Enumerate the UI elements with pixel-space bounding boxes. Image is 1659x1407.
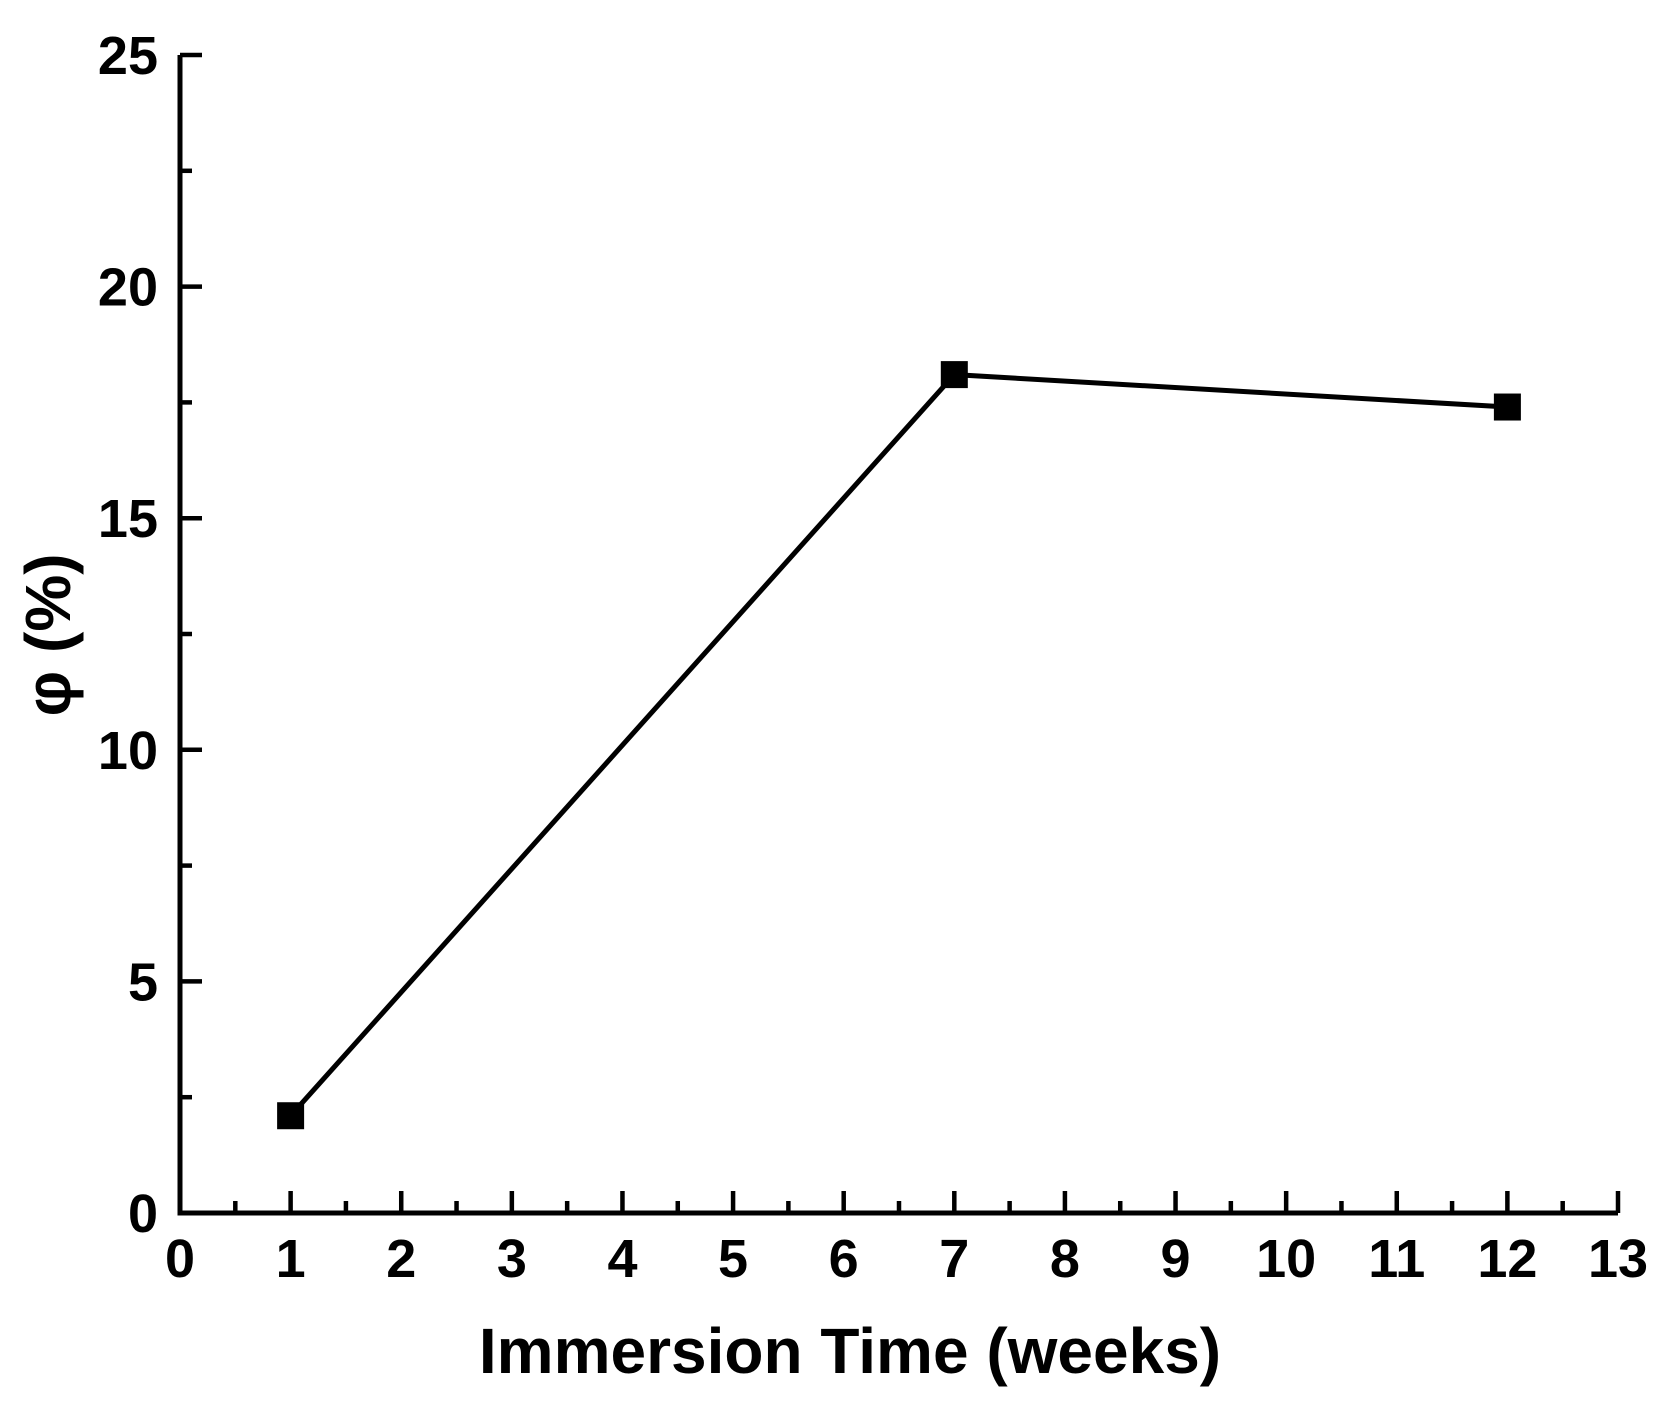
x-tick-label: 12 bbox=[1477, 1229, 1537, 1289]
data-point-marker bbox=[1493, 393, 1521, 421]
x-tick-label: 2 bbox=[386, 1229, 416, 1289]
y-tick-label: 10 bbox=[98, 721, 158, 781]
x-tick-label: 9 bbox=[1161, 1229, 1191, 1289]
y-tick-label: 5 bbox=[128, 952, 158, 1012]
x-tick-label: 7 bbox=[939, 1229, 969, 1289]
x-tick-label: 3 bbox=[497, 1229, 527, 1289]
series-layer bbox=[277, 361, 1521, 1130]
data-line bbox=[288, 372, 1508, 1118]
data-point-marker bbox=[940, 361, 968, 389]
x-tick-label: 11 bbox=[1368, 1229, 1425, 1289]
axis-spines bbox=[177, 55, 1618, 1216]
x-tick-label: 0 bbox=[165, 1229, 195, 1289]
y-tick-label: 15 bbox=[98, 489, 158, 549]
x-tick-label: 13 bbox=[1588, 1229, 1648, 1289]
x-tick-label: 8 bbox=[1050, 1229, 1080, 1289]
y-tick-label: 25 bbox=[98, 26, 158, 86]
y-tick-label: 20 bbox=[98, 258, 158, 318]
ticks bbox=[177, 52, 1621, 1216]
x-tick-label: 6 bbox=[829, 1229, 859, 1289]
data-point-marker bbox=[277, 1102, 305, 1130]
x-tick-label: 4 bbox=[607, 1229, 637, 1289]
y-axis-title: φ (%) bbox=[12, 553, 84, 716]
x-axis-title: Immersion Time (weeks) bbox=[479, 1315, 1221, 1387]
x-tick-label: 10 bbox=[1256, 1229, 1316, 1289]
axes bbox=[177, 55, 1618, 1216]
x-tick-label: 5 bbox=[718, 1229, 748, 1289]
x-tick-label: 1 bbox=[276, 1229, 306, 1289]
y-tick-label: 0 bbox=[128, 1184, 158, 1244]
